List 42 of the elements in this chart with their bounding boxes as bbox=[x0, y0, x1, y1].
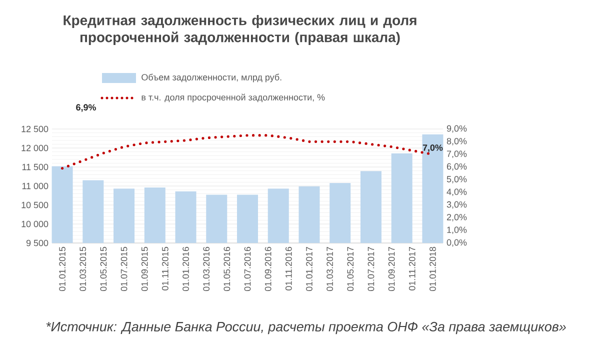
legend-label: в т.ч. доля просроченной задолженности, % bbox=[142, 94, 325, 102]
x-tick-label: 01.05.2016 bbox=[224, 246, 230, 292]
x-tick-label: 01.05.2017 bbox=[347, 246, 354, 292]
y-tick-label: 10 000 bbox=[22, 220, 48, 228]
y-tick-label: 10 500 bbox=[22, 202, 48, 208]
data-label: 7,0% bbox=[422, 144, 443, 152]
x-tick-label: 01.11.2017 bbox=[408, 246, 416, 290]
y2-tick-label: 7,0% bbox=[446, 150, 467, 158]
y2-tick-label: 2,0% bbox=[446, 214, 467, 222]
y-tick-label: 12 000 bbox=[22, 144, 48, 152]
x-tick-label: 01.05.2015 bbox=[100, 246, 107, 292]
x-tick-label: 01.01.2016 bbox=[182, 246, 189, 292]
y2-tick-label: 3,0% bbox=[446, 201, 467, 209]
y-tick-label: 11 000 bbox=[22, 182, 48, 190]
y2-tick-label: 1,0% bbox=[447, 226, 467, 234]
y2-tick-label: 0,0% bbox=[446, 239, 467, 247]
x-tick-label: 01.01.2015 bbox=[59, 246, 66, 292]
y2-tick-label: 9,0% bbox=[446, 125, 467, 133]
x-tick-label: 01.11.2016 bbox=[285, 246, 292, 290]
chart-title: Кредитная задолженность физических лиц и доля просроченной задолженности (правая шкала) bbox=[64, 15, 416, 45]
y2-tick-label: 6,0% bbox=[446, 163, 467, 171]
y-tick-label: 9 500 bbox=[26, 240, 48, 246]
x-tick-label: 01.11.2015 bbox=[162, 246, 168, 290]
text: 6,9% bbox=[76, 104, 96, 112]
x-tick-label: 01.07.2016 bbox=[244, 246, 251, 292]
legend-label: Объем задолженности, млрд руб. bbox=[142, 74, 282, 82]
y-tick-label: 12 500 bbox=[22, 126, 48, 132]
y2-tick-label: 5,0% bbox=[446, 176, 467, 184]
x-tick-label: 01.09.2017 bbox=[388, 246, 395, 292]
x-tick-label: 01.01.2018 bbox=[430, 246, 436, 292]
x-tick-label: 01.01.2017 bbox=[306, 246, 312, 292]
text: *Источник: Данные Банка России, расчеты проекта ОНФ «За права заемщиков» bbox=[46, 322, 566, 334]
y-tick-label: 11 500 bbox=[22, 164, 48, 170]
y2-tick-label: 8,0% bbox=[446, 138, 467, 146]
x-tick-label: 01.03.2016 bbox=[203, 246, 210, 292]
y2-tick-label: 4,0% bbox=[446, 188, 467, 196]
x-tick-label: 01.09.2015 bbox=[141, 246, 148, 292]
x-tick-label: 01.03.2015 bbox=[80, 246, 86, 292]
x-tick-label: 01.07.2015 bbox=[120, 246, 128, 292]
x-tick-label: 01.09.2016 bbox=[264, 246, 272, 292]
x-tick-label: 01.03.2017 bbox=[326, 246, 333, 292]
x-tick-label: 01.07.2017 bbox=[368, 246, 374, 292]
